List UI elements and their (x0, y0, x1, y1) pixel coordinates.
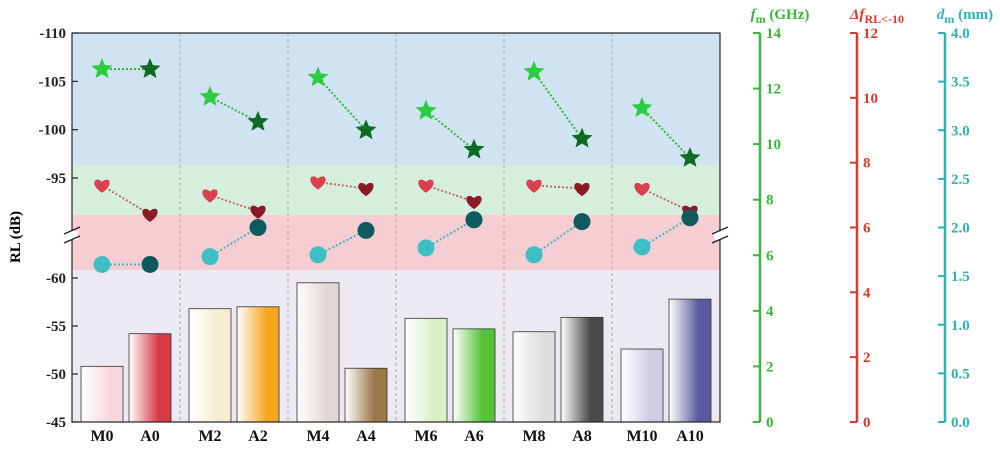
circle-marker-A0 (142, 256, 159, 273)
right-axis-tick-label: 12 (863, 26, 878, 42)
right-axis-tick-label: 3.0 (951, 123, 970, 139)
right-axis-tick-label: 8 (766, 193, 774, 209)
y-tick-label: -100 (39, 123, 67, 139)
y-tick-label: -105 (39, 74, 67, 90)
right-axis-title-1: ΔfRL<-10 (849, 7, 904, 26)
right-axis-tick-label: 2 (863, 350, 871, 366)
bar-M2 (189, 309, 231, 422)
bar-A8 (561, 317, 603, 422)
right-axis-tick-label: 0.5 (951, 366, 970, 382)
y-tick-label: -95 (46, 171, 66, 187)
right-axis-tick-label: 0 (766, 415, 774, 431)
right-axis-title-2: dm (mm) (937, 7, 993, 26)
x-label-A8: A8 (572, 428, 592, 445)
bar-M10 (621, 349, 663, 422)
x-label-M0: M0 (90, 428, 113, 445)
x-label-M6: M6 (414, 428, 437, 445)
right-axis-tick-label: 2.0 (951, 221, 970, 237)
y-tick-label: -45 (46, 415, 66, 431)
right-axis-tick-label: 10 (766, 137, 781, 153)
bar-A6 (453, 329, 495, 422)
bar-A2 (237, 307, 279, 422)
bar-A0 (129, 334, 171, 422)
right-axis-tick-label: 10 (863, 91, 878, 107)
x-label-A0: A0 (140, 428, 160, 445)
right-axis-tick-label: 4.0 (951, 26, 970, 42)
circle-marker-A10 (682, 209, 699, 226)
x-label-A2: A2 (248, 428, 268, 445)
bar-M6 (405, 318, 447, 422)
right-axis-tick-label: 3.5 (951, 75, 970, 91)
circle-marker-A4 (358, 222, 375, 239)
circle-marker-M0 (94, 256, 111, 273)
right-axis-tick-label: 0.0 (951, 415, 970, 431)
circle-marker-M2 (202, 248, 219, 265)
x-label-M2: M2 (198, 428, 221, 445)
x-label-M10: M10 (626, 428, 657, 445)
right-axis-tick-label: 14 (766, 26, 782, 42)
right-axis-title-0: fm (GHz) (751, 7, 810, 26)
x-label-A6: A6 (464, 428, 484, 445)
y-axis-title: RL (dB) (8, 211, 24, 263)
x-label-A10: A10 (676, 428, 704, 445)
bar-M4 (297, 283, 339, 422)
right-axis-tick-label: 8 (863, 156, 871, 172)
circle-marker-M6 (418, 239, 435, 256)
right-axis-tick-label: 1.5 (951, 269, 970, 285)
right-axis-tick-label: 2 (766, 359, 774, 375)
right-axis-tick-label: 2.5 (951, 172, 970, 188)
right-axis-tick-label: 6 (863, 221, 871, 237)
right-axis-tick-label: 6 (766, 248, 774, 264)
circle-marker-M4 (310, 246, 327, 263)
circle-marker-A8 (574, 213, 591, 230)
y-tick-label: -55 (46, 319, 66, 335)
bar-A4 (345, 368, 387, 422)
y-tick-label: -50 (46, 367, 66, 383)
right-axis-tick-label: 4 (766, 304, 774, 320)
bar-M0 (81, 366, 123, 422)
circle-marker-M8 (526, 246, 543, 263)
bar-A10 (669, 299, 711, 422)
x-axis-labels: M0 A0 M2 A2 M4 A4 M6 A6 M8 A8 M10 A10 (90, 428, 703, 445)
circle-marker-A2 (250, 219, 267, 236)
right-axis-tick-label: 4 (863, 285, 871, 301)
right-axis-tick-label: 1.0 (951, 318, 970, 334)
right-axis-tick-label: 12 (766, 82, 781, 98)
x-label-A4: A4 (356, 428, 376, 445)
x-label-M4: M4 (306, 428, 329, 445)
circle-marker-A6 (466, 211, 483, 228)
y-tick-label: -110 (39, 26, 66, 42)
y-tick-label: -60 (46, 271, 66, 287)
right-axes: 02468101214fm (GHz)024681012ΔfRL<-100.00… (751, 7, 993, 431)
bar-M8 (513, 332, 555, 422)
x-label-M8: M8 (522, 428, 545, 445)
circle-marker-M10 (634, 238, 651, 255)
right-axis-tick-label: 0 (863, 415, 871, 431)
